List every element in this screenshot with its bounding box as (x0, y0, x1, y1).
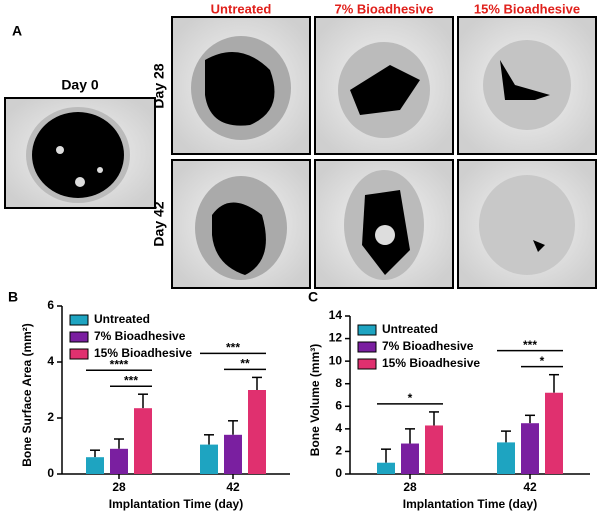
significance-label: *** (523, 338, 537, 352)
x-axis-label: Implantation Time (day) (109, 497, 243, 511)
legend-label: 7% Bioadhesive (382, 339, 474, 353)
column-label: 15% Bioadhesive (474, 1, 580, 16)
y-tick-label: 2 (47, 410, 54, 424)
y-tick-label: 10 (329, 353, 343, 367)
y-tick-label: 2 (335, 444, 342, 458)
legend-swatch (357, 358, 377, 370)
y-tick-label: 0 (335, 466, 342, 480)
legend-swatch (69, 348, 89, 360)
x-axis-label: Implantation Time (day) (403, 497, 537, 511)
y-axis-label: Bone Volume (mm³) (308, 344, 322, 456)
legend-swatch (357, 341, 377, 353)
legend-label: 7% Bioadhesive (94, 329, 186, 343)
bar (86, 457, 104, 474)
y-tick-label: 8 (335, 376, 342, 390)
bar (425, 425, 443, 474)
bar (401, 443, 419, 474)
panel-label: C (308, 289, 318, 305)
legend-swatch (69, 331, 89, 343)
bar (224, 434, 242, 474)
row-label: Day 42 (151, 201, 167, 246)
row-label: Day 28 (151, 63, 167, 108)
day0-image (4, 97, 156, 209)
y-tick-label: 6 (47, 298, 54, 312)
x-tick-label: 28 (112, 480, 126, 494)
x-tick-label: 42 (523, 480, 537, 494)
significance-label: * (540, 354, 545, 368)
y-tick-label: 0 (47, 466, 54, 480)
column-label: Untreated (211, 1, 272, 16)
bar (545, 392, 563, 474)
bar (377, 462, 395, 474)
significance-label: *** (226, 341, 240, 355)
panel-label: A (12, 23, 22, 39)
x-tick-label: 42 (226, 480, 240, 494)
bar (248, 390, 266, 474)
micro-ct-images (171, 16, 597, 289)
x-tick-label: 28 (403, 480, 417, 494)
significance-label: * (408, 391, 413, 405)
legend-label: 15% Bioadhesive (382, 356, 480, 370)
bar (521, 423, 539, 474)
significance-label: **** (110, 357, 129, 371)
y-tick-label: 14 (329, 308, 343, 322)
legend-label: 15% Bioadhesive (94, 346, 192, 360)
y-axis-label: Bone Surface Area (mm²) (20, 323, 34, 467)
significance-label: *** (124, 373, 138, 387)
y-tick-label: 4 (335, 421, 342, 435)
significance-label: ** (240, 357, 250, 371)
legend-label: Untreated (382, 322, 438, 336)
panel-label: B (8, 289, 18, 305)
y-tick-label: 12 (329, 331, 343, 345)
column-label: 7% Bioadhesive (335, 1, 434, 16)
legend-swatch (357, 324, 377, 336)
y-tick-label: 4 (47, 354, 54, 368)
bar (134, 408, 152, 474)
bar (110, 448, 128, 474)
day0-label: Day 0 (61, 77, 99, 93)
legend-label: Untreated (94, 312, 150, 326)
legend-swatch (69, 314, 89, 326)
bar (497, 442, 515, 474)
y-tick-label: 6 (335, 398, 342, 412)
bar (200, 444, 218, 474)
